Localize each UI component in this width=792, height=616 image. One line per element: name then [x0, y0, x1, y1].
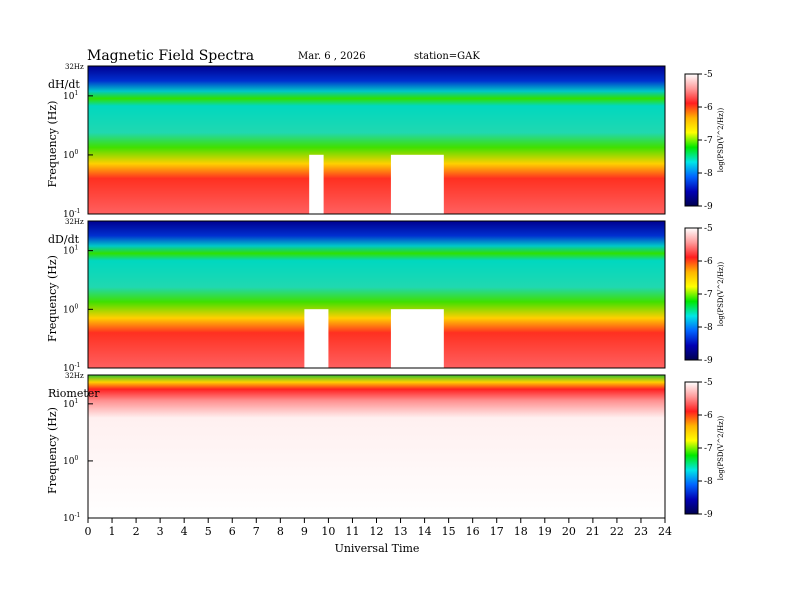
colorbar-tick-label: -5 [704, 70, 713, 80]
quiet-region [390, 154, 444, 214]
y-tick-label: 100 [63, 455, 78, 467]
x-tick-label: 20 [562, 525, 576, 538]
y-axis-label: Frequency (Hz) [46, 407, 59, 494]
y-tick-label: 101 [63, 245, 78, 257]
top-frequency-label: 32Hz [65, 63, 84, 71]
quiet-region [390, 309, 444, 368]
spectrogram-fill [88, 375, 665, 518]
y-axis-label: Frequency (Hz) [46, 101, 59, 188]
spectrogram-fill [88, 66, 665, 214]
colorbar: -5 -6 -7 -8 -9 log(PSD(V^2/Hz)) [684, 224, 725, 366]
x-axis-label: Universal Time [335, 542, 420, 555]
colorbar-tick-label: -7 [704, 136, 713, 146]
colorbar-tick-label: -8 [704, 477, 713, 487]
colorbar-tick-label: -9 [704, 510, 713, 520]
y-tick-label: 10-1 [63, 512, 80, 524]
colorbar-tick-label: -9 [704, 202, 713, 212]
colorbar-tick-label: -6 [704, 411, 713, 421]
y-axis-label: Frequency (Hz) [46, 255, 59, 342]
x-tick-label: 19 [538, 525, 552, 538]
top-frequency-label: 32Hz [65, 218, 84, 226]
panel-name: dD/dt [48, 233, 80, 246]
x-tick-label: 1 [109, 525, 116, 538]
y-tick-label: 10-1 [63, 362, 80, 374]
x-tick-label: 16 [466, 525, 480, 538]
x-tick-label: 18 [514, 525, 528, 538]
x-tick-label: 5 [205, 525, 212, 538]
x-tick-label: 3 [157, 525, 164, 538]
x-tick-label: 17 [490, 525, 504, 538]
y-tick-label: 10-1 [63, 208, 80, 220]
colorbar-label: log(PSD(V^2/Hz)) [717, 415, 725, 480]
figure-title: Magnetic Field Spectra [87, 48, 254, 64]
x-tick-label: 0 [85, 525, 92, 538]
x-tick-label: 12 [370, 525, 384, 538]
colorbar-scale [684, 227, 699, 361]
x-tick-label: 22 [610, 525, 624, 538]
y-tick-label: 100 [63, 149, 78, 161]
colorbar-scale [684, 73, 699, 207]
colorbar-tick-label: -7 [704, 290, 713, 300]
quiet-region [304, 309, 329, 368]
panel-3: Riometer 32Hz Frequency (Hz) 101 100 10-1 -5 -6… [46, 372, 725, 524]
x-tick-label: 24 [658, 525, 672, 538]
colorbar-tick-label: -8 [704, 169, 713, 179]
y-tick-label: 101 [63, 398, 78, 410]
x-tick-label: 6 [229, 525, 236, 538]
x-tick-label: 7 [253, 525, 260, 538]
x-tick-label: 13 [394, 525, 408, 538]
y-tick-label: 101 [63, 90, 78, 102]
panel-name: Riometer [48, 387, 100, 400]
colorbar-tick-label: -5 [704, 378, 713, 388]
colorbar-label: log(PSD(V^2/Hz)) [717, 107, 725, 172]
colorbar-tick-label: -6 [704, 103, 713, 113]
x-tick-label: 9 [301, 525, 308, 538]
x-tick-label: 23 [634, 525, 648, 538]
colorbar-scale [684, 381, 699, 515]
station-label: station=GAK [414, 51, 480, 62]
spectrogram-fill [88, 221, 665, 368]
colorbar-tick-label: -5 [704, 224, 713, 234]
x-tick-label: 2 [133, 525, 140, 538]
colorbar-tick-label: -9 [704, 356, 713, 366]
x-tick-label: 14 [418, 525, 432, 538]
panel-frame [87, 65, 666, 215]
x-tick-label: 8 [277, 525, 284, 538]
date-label: Mar. 6 , 2026 [298, 51, 366, 62]
top-frequency-label: 32Hz [65, 372, 84, 380]
y-tick-label: 100 [63, 303, 78, 315]
colorbar-tick-label: -7 [704, 444, 713, 454]
x-tick-label: 10 [321, 525, 335, 538]
colorbar: -5 -6 -7 -8 -9 log(PSD(V^2/Hz)) [684, 70, 725, 212]
x-tick-label: 11 [345, 525, 359, 538]
x-tick-label: 4 [181, 525, 188, 538]
x-tick-label: 15 [442, 525, 456, 538]
quiet-region [309, 154, 324, 214]
panel-name: dH/dt [48, 78, 80, 91]
panel-frame [87, 220, 666, 369]
colorbar-label: log(PSD(V^2/Hz)) [717, 261, 725, 326]
colorbar-tick-label: -8 [704, 323, 713, 333]
colorbar: -5 -6 -7 -8 -9 log(PSD(V^2/Hz)) [684, 378, 725, 520]
colorbar-tick-label: -6 [704, 257, 713, 267]
x-tick-label: 21 [586, 525, 600, 538]
x-axis: 0 1 2 3 4 5 6 7 8 9 10 11 12 13 14 15 16 17 18 19 20 21 22 23 24 [85, 518, 672, 538]
